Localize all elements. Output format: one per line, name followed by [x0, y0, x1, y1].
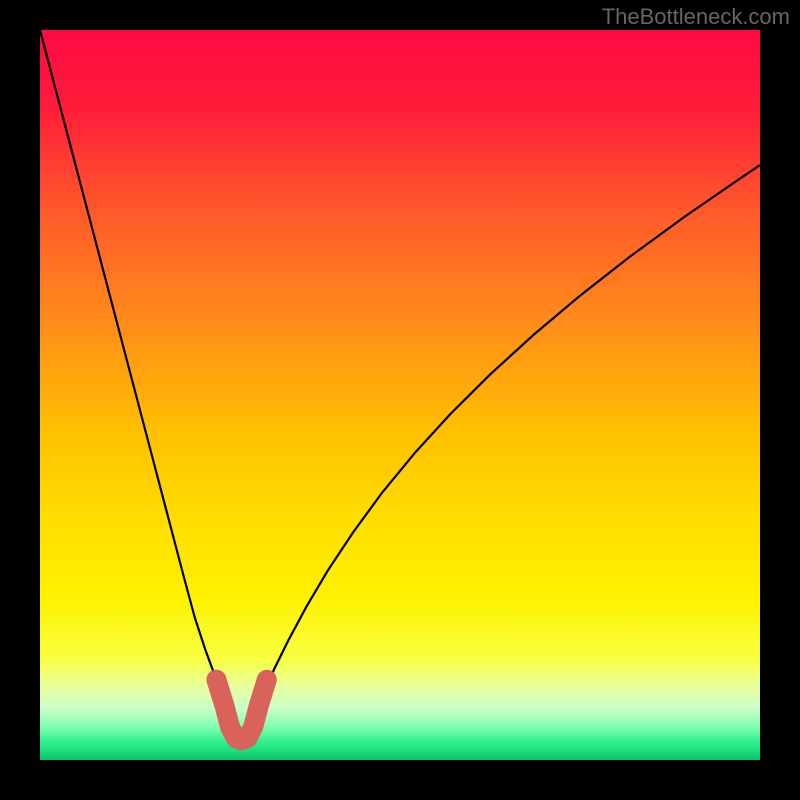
bottleneck-chart [0, 0, 800, 800]
watermark-label: TheBottleneck.com [602, 4, 790, 30]
chart-container: TheBottleneck.com [0, 0, 800, 800]
plot-background [40, 30, 760, 760]
